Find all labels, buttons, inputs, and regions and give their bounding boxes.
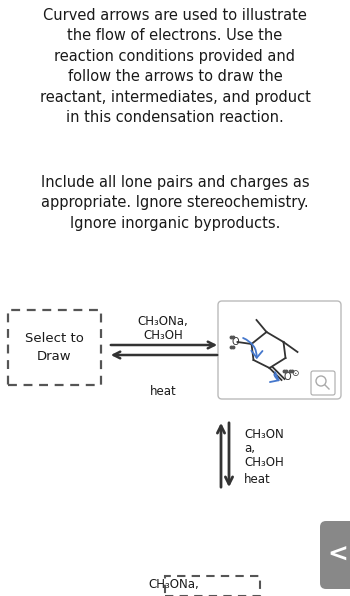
Text: heat: heat: [244, 473, 271, 486]
Text: ⊙: ⊙: [291, 368, 298, 377]
Text: Curved arrows are used to illustrate
the flow of electrons. Use the
reaction con: Curved arrows are used to illustrate the…: [40, 8, 310, 125]
FancyArrowPatch shape: [243, 338, 262, 358]
FancyBboxPatch shape: [165, 576, 260, 596]
FancyBboxPatch shape: [320, 521, 350, 589]
Text: O: O: [284, 372, 291, 382]
FancyBboxPatch shape: [311, 371, 335, 395]
Text: O: O: [232, 337, 239, 347]
Text: Select to
Draw: Select to Draw: [25, 332, 84, 363]
Text: Include all lone pairs and charges as
appropriate. Ignore stereochemistry.
Ignor: Include all lone pairs and charges as ap…: [41, 175, 309, 231]
FancyBboxPatch shape: [8, 310, 101, 385]
Text: <: <: [328, 543, 349, 567]
Text: CH₃ON: CH₃ON: [244, 428, 284, 441]
Text: heat: heat: [150, 385, 176, 398]
FancyBboxPatch shape: [218, 301, 341, 399]
FancyArrowPatch shape: [270, 372, 279, 382]
Text: CH₃ONa,: CH₃ONa,: [138, 315, 188, 328]
Text: CH₃OH: CH₃OH: [143, 329, 183, 342]
Text: CH₃OH: CH₃OH: [244, 456, 284, 469]
Text: a,: a,: [244, 442, 255, 455]
Text: CH₃ONa,: CH₃ONa,: [148, 578, 199, 591]
